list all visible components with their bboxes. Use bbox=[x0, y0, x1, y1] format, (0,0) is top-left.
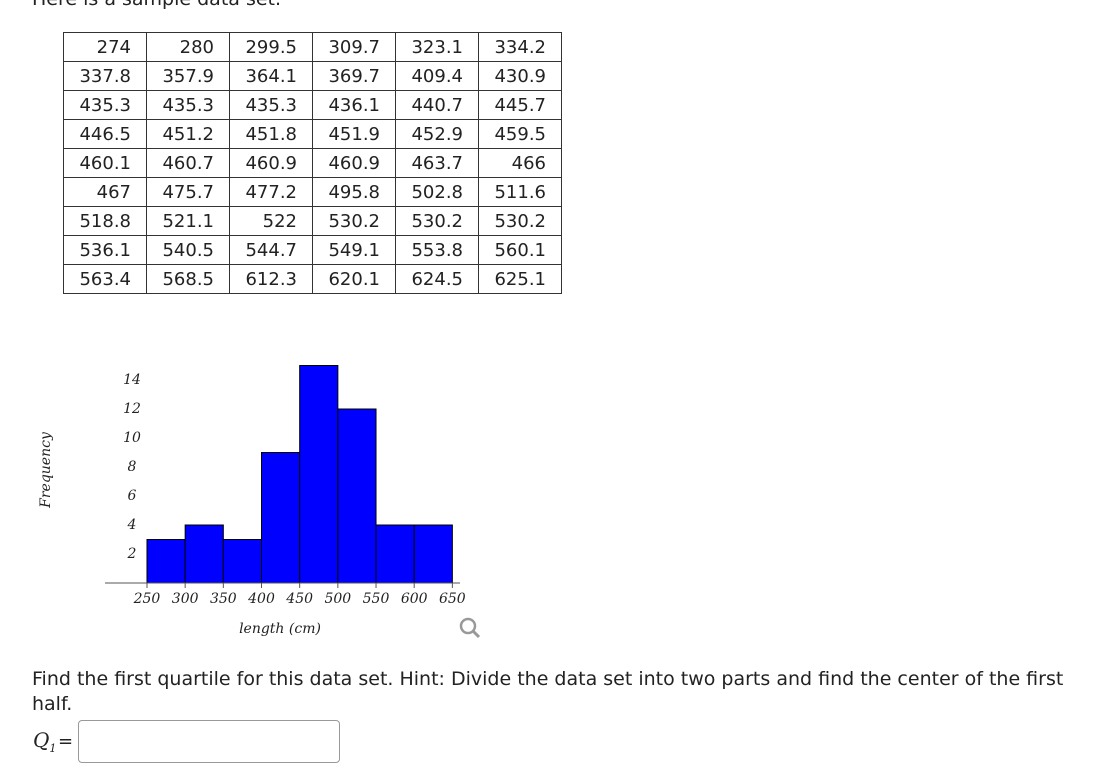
table-cell: 334.2 bbox=[478, 32, 562, 62]
table-cell: 436.1 bbox=[312, 90, 396, 120]
table-row: 446.5 451.2 451.8 451.9 452.9 459.5 bbox=[63, 119, 562, 149]
table-cell: 495.8 bbox=[312, 177, 396, 207]
table-row: 274 280 299.5 309.7 323.1 334.2 bbox=[63, 32, 562, 62]
table-row: 518.8 521.1 522 530.2 530.2 530.2 bbox=[63, 206, 562, 236]
equals: = bbox=[58, 731, 74, 752]
x-tick-label: 400 bbox=[247, 591, 275, 607]
table-cell: 299.5 bbox=[229, 32, 313, 62]
table-cell: 369.7 bbox=[312, 61, 396, 91]
table-cell: 460.1 bbox=[63, 148, 147, 178]
table-cell: 280 bbox=[146, 32, 230, 62]
table-cell: 452.9 bbox=[395, 119, 479, 149]
table-cell: 530.2 bbox=[395, 206, 479, 236]
table-row: 337.8 357.9 364.1 369.7 409.4 430.9 bbox=[63, 61, 562, 91]
bar bbox=[184, 524, 224, 584]
table-cell: 467 bbox=[63, 177, 147, 207]
table-cell: 568.5 bbox=[146, 264, 230, 294]
table-cell: 460.9 bbox=[229, 148, 313, 178]
x-tick-label: 650 bbox=[439, 591, 466, 607]
data-table: 274 280 299.5 309.7 323.1 334.2 337.8 357.9 364.… bbox=[63, 32, 562, 294]
table-cell: 612.3 bbox=[229, 264, 313, 294]
header: Here is a sample data set. bbox=[32, 0, 281, 10]
table-cell: 530.2 bbox=[312, 206, 396, 236]
x-tick-label: 250 bbox=[133, 591, 161, 607]
table-cell: 451.9 bbox=[312, 119, 396, 149]
bar bbox=[146, 539, 186, 584]
table-cell: 530.2 bbox=[478, 206, 562, 236]
y-tick-label: 6 bbox=[128, 488, 137, 504]
x-tick-label: 450 bbox=[285, 591, 313, 607]
table-cell: 477.2 bbox=[229, 177, 313, 207]
table-cell: 451.2 bbox=[146, 119, 230, 149]
table-cell: 274 bbox=[63, 32, 147, 62]
question: Find the first quartile for this data se… bbox=[32, 668, 1064, 715]
bar bbox=[375, 524, 415, 584]
y-tick-label: 8 bbox=[128, 459, 137, 475]
x-tick-label: 500 bbox=[324, 591, 351, 607]
x-axis-label: length (cm) bbox=[239, 621, 321, 637]
table-cell: 511.6 bbox=[478, 177, 562, 207]
zoom-icon[interactable] bbox=[459, 617, 481, 639]
table-cell: 440.7 bbox=[395, 90, 479, 120]
table-cell: 475.7 bbox=[146, 177, 230, 207]
table-cell: 553.8 bbox=[395, 235, 479, 265]
table-cell: 459.5 bbox=[478, 119, 562, 149]
y-axis-label: Frequency bbox=[38, 431, 54, 509]
x-tick-label: 350 bbox=[210, 591, 237, 607]
table-cell: 357.9 bbox=[146, 61, 230, 91]
table-cell: 563.4 bbox=[63, 264, 147, 294]
table-cell: 446.5 bbox=[63, 119, 147, 149]
y-tick-label: 4 bbox=[127, 517, 137, 533]
table-cell: 625.1 bbox=[478, 264, 562, 294]
table-cell: 522 bbox=[229, 206, 313, 236]
table-cell: 620.1 bbox=[312, 264, 396, 294]
bar bbox=[261, 452, 301, 584]
table-cell: 540.5 bbox=[146, 235, 230, 265]
answer-label: Q1 bbox=[33, 728, 56, 755]
table-cell: 560.1 bbox=[478, 235, 562, 265]
table-cell: 435.3 bbox=[63, 90, 147, 120]
table-row: 460.1 460.7 460.9 460.9 463.7 466 bbox=[63, 148, 562, 178]
table-cell: 549.1 bbox=[312, 235, 396, 265]
table-cell: 435.3 bbox=[146, 90, 230, 120]
q-subscript: 1 bbox=[49, 742, 57, 755]
table-cell: 521.1 bbox=[146, 206, 230, 236]
y-tick-label: 12 bbox=[123, 401, 141, 417]
bar bbox=[299, 365, 339, 584]
table-cell: 323.1 bbox=[395, 32, 479, 62]
y-tick-label: 2 bbox=[127, 546, 137, 562]
table-row: 563.4 568.5 612.3 620.1 624.5 625.1 bbox=[63, 264, 562, 294]
table-cell: 309.7 bbox=[312, 32, 396, 62]
table-cell: 435.3 bbox=[229, 90, 313, 120]
table-cell: 364.1 bbox=[229, 61, 313, 91]
table-cell: 337.8 bbox=[63, 61, 147, 91]
bar bbox=[413, 524, 453, 584]
answer-input[interactable] bbox=[78, 720, 340, 763]
bar bbox=[337, 408, 377, 584]
x-tick-label: 550 bbox=[363, 591, 390, 607]
x-tick-label: 600 bbox=[401, 591, 428, 607]
table-cell: 430.9 bbox=[478, 61, 562, 91]
histogram: length (cm) Frequency 250 300 350 400 450 500… bbox=[38, 365, 481, 639]
bar bbox=[222, 539, 263, 584]
table-cell: 460.7 bbox=[146, 148, 230, 178]
y-tick-label: 10 bbox=[123, 430, 141, 446]
y-tick-label: 14 bbox=[123, 372, 141, 388]
x-tick-label: 300 bbox=[172, 591, 199, 607]
table-cell: 544.7 bbox=[229, 235, 313, 265]
table-row: 467 475.7 477.2 495.8 502.8 511.6 bbox=[63, 177, 562, 207]
q-label: Q bbox=[33, 728, 50, 752]
